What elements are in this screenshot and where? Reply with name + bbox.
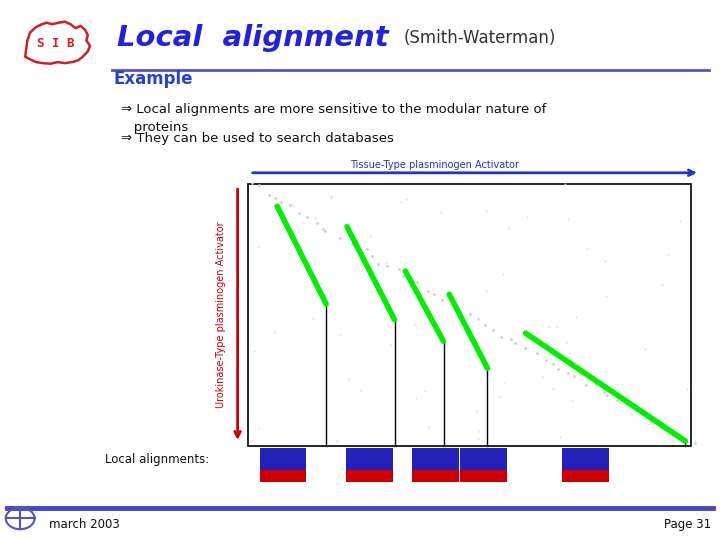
Text: Tissue-Type plasminogen Activator: Tissue-Type plasminogen Activator [350,160,519,170]
Bar [260,470,307,482]
Text: Urokinase-Type plasminogen Activator: Urokinase-Type plasminogen Activator [216,221,226,408]
Text: S I B: S I B [37,37,75,50]
Text: ⇒ They can be used to search databases: ⇒ They can be used to search databases [121,132,394,145]
Text: (Smith-Waterman): (Smith-Waterman) [403,29,556,47]
Bar [461,470,508,482]
Bar [346,448,393,470]
Bar [562,448,609,470]
Bar [260,448,307,470]
Bar [412,470,459,482]
Bar [461,448,508,470]
Text: Local alignments:: Local alignments: [104,453,209,465]
Text: Page 31: Page 31 [664,518,711,531]
Text: Local  alignment: Local alignment [117,24,389,52]
Text: ⇒ Local alignments are more sensitive to the modular nature of
   proteins: ⇒ Local alignments are more sensitive to… [121,103,546,133]
Bar [412,448,459,470]
Bar [248,184,691,446]
Text: march 2003: march 2003 [49,518,120,531]
Bar [346,470,393,482]
Bar [562,470,609,482]
Text: Example: Example [114,70,193,87]
